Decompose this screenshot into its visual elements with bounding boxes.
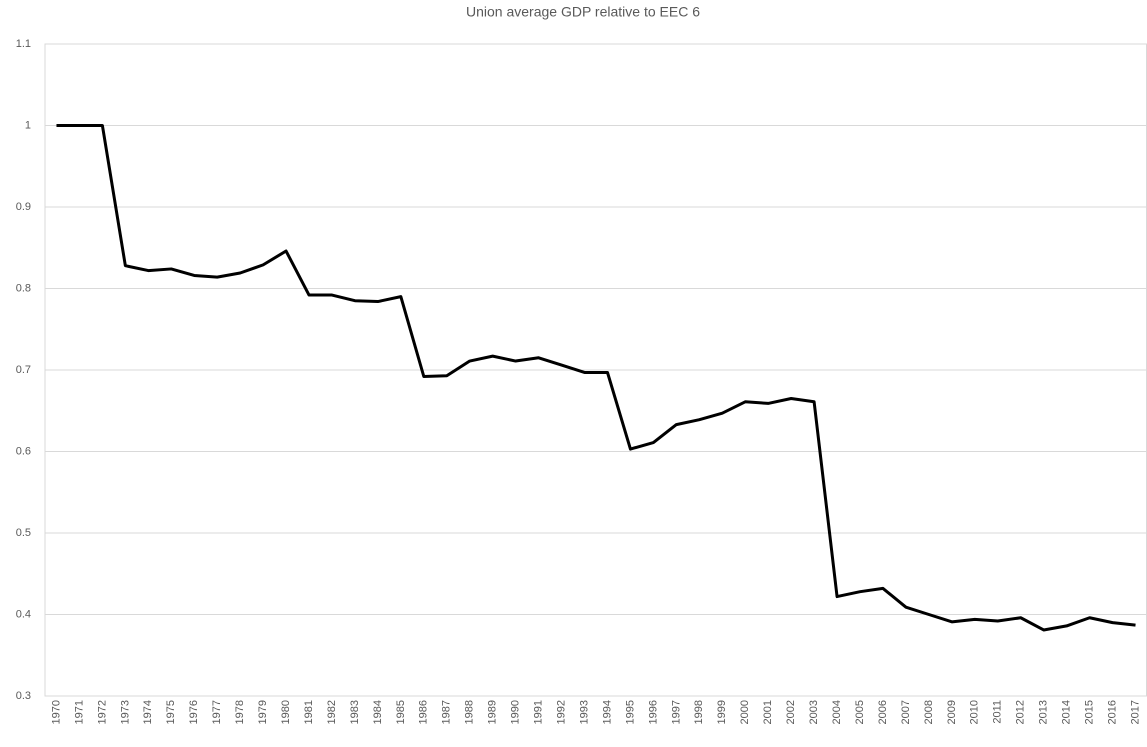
x-tick-label: 1979 [257, 700, 269, 724]
x-tick-label: 1989 [487, 700, 499, 724]
x-tick-label: 2010 [969, 700, 981, 724]
x-tick-label: 1970 [50, 700, 62, 724]
x-tick-label: 2001 [762, 700, 774, 724]
x-tick-label: 1986 [418, 700, 430, 724]
x-tick-label: 2000 [739, 700, 751, 724]
x-tick-label: 1982 [326, 700, 338, 724]
x-tick-label: 1994 [601, 700, 613, 724]
y-tick-label: 0.6 [16, 445, 31, 457]
x-tick-label: 2011 [992, 700, 1004, 724]
y-tick-label: 1 [25, 119, 31, 131]
x-tick-label: 2004 [831, 700, 843, 724]
x-tick-label: 2016 [1106, 700, 1118, 724]
x-tick-label: 2006 [877, 700, 889, 724]
x-tick-label: 1995 [624, 700, 636, 724]
x-tick-label: 1990 [510, 700, 522, 724]
chart-title: Union average GDP relative to EEC 6 [466, 4, 700, 20]
x-tick-label: 2015 [1084, 700, 1096, 724]
x-tick-label: 1996 [647, 700, 659, 724]
x-tick-label: 1998 [693, 700, 705, 724]
x-tick-label: 2002 [785, 700, 797, 724]
x-tick-label: 1984 [372, 700, 384, 724]
x-tick-label: 2017 [1129, 700, 1141, 724]
x-tick-label: 1985 [395, 700, 407, 724]
x-tick-label: 2009 [946, 700, 958, 724]
y-tick-label: 0.7 [16, 364, 31, 376]
x-tick-label: 2012 [1015, 700, 1027, 724]
x-tick-label: 1977 [211, 700, 223, 724]
x-tick-label: 1981 [303, 700, 315, 724]
x-tick-label: 1992 [555, 700, 567, 724]
x-tick-label: 1976 [188, 700, 200, 724]
x-tick-label: 2003 [808, 700, 820, 724]
x-tick-label: 1993 [578, 700, 590, 724]
x-tick-label: 1972 [96, 700, 108, 724]
x-tick-label: 1980 [280, 700, 292, 724]
x-tick-label: 2005 [854, 700, 866, 724]
x-tick-label: 2013 [1038, 700, 1050, 724]
x-tick-label: 1999 [716, 700, 728, 724]
y-tick-label: 0.8 [16, 282, 31, 294]
y-tick-label: 0.3 [16, 690, 31, 702]
x-tick-label: 1971 [73, 700, 85, 724]
x-tick-label: 2007 [900, 700, 912, 724]
x-tick-label: 1991 [533, 700, 545, 724]
x-tick-label: 1987 [441, 700, 453, 724]
y-tick-label: 0.9 [16, 201, 31, 213]
x-tick-label: 1988 [464, 700, 476, 724]
y-tick-label: 1.1 [16, 38, 31, 50]
y-tick-label: 0.4 [16, 608, 31, 620]
x-tick-label: 1975 [165, 700, 177, 724]
x-tick-label: 2014 [1061, 700, 1073, 724]
x-tick-label: 1973 [119, 700, 131, 724]
x-tick-label: 1997 [670, 700, 682, 724]
x-tick-label: 1978 [234, 700, 246, 724]
y-tick-label: 0.5 [16, 527, 31, 539]
x-tick-label: 2008 [923, 700, 935, 724]
x-tick-label: 1974 [142, 700, 154, 724]
data-line [56, 124, 1136, 632]
x-tick-label: 1983 [349, 700, 361, 724]
